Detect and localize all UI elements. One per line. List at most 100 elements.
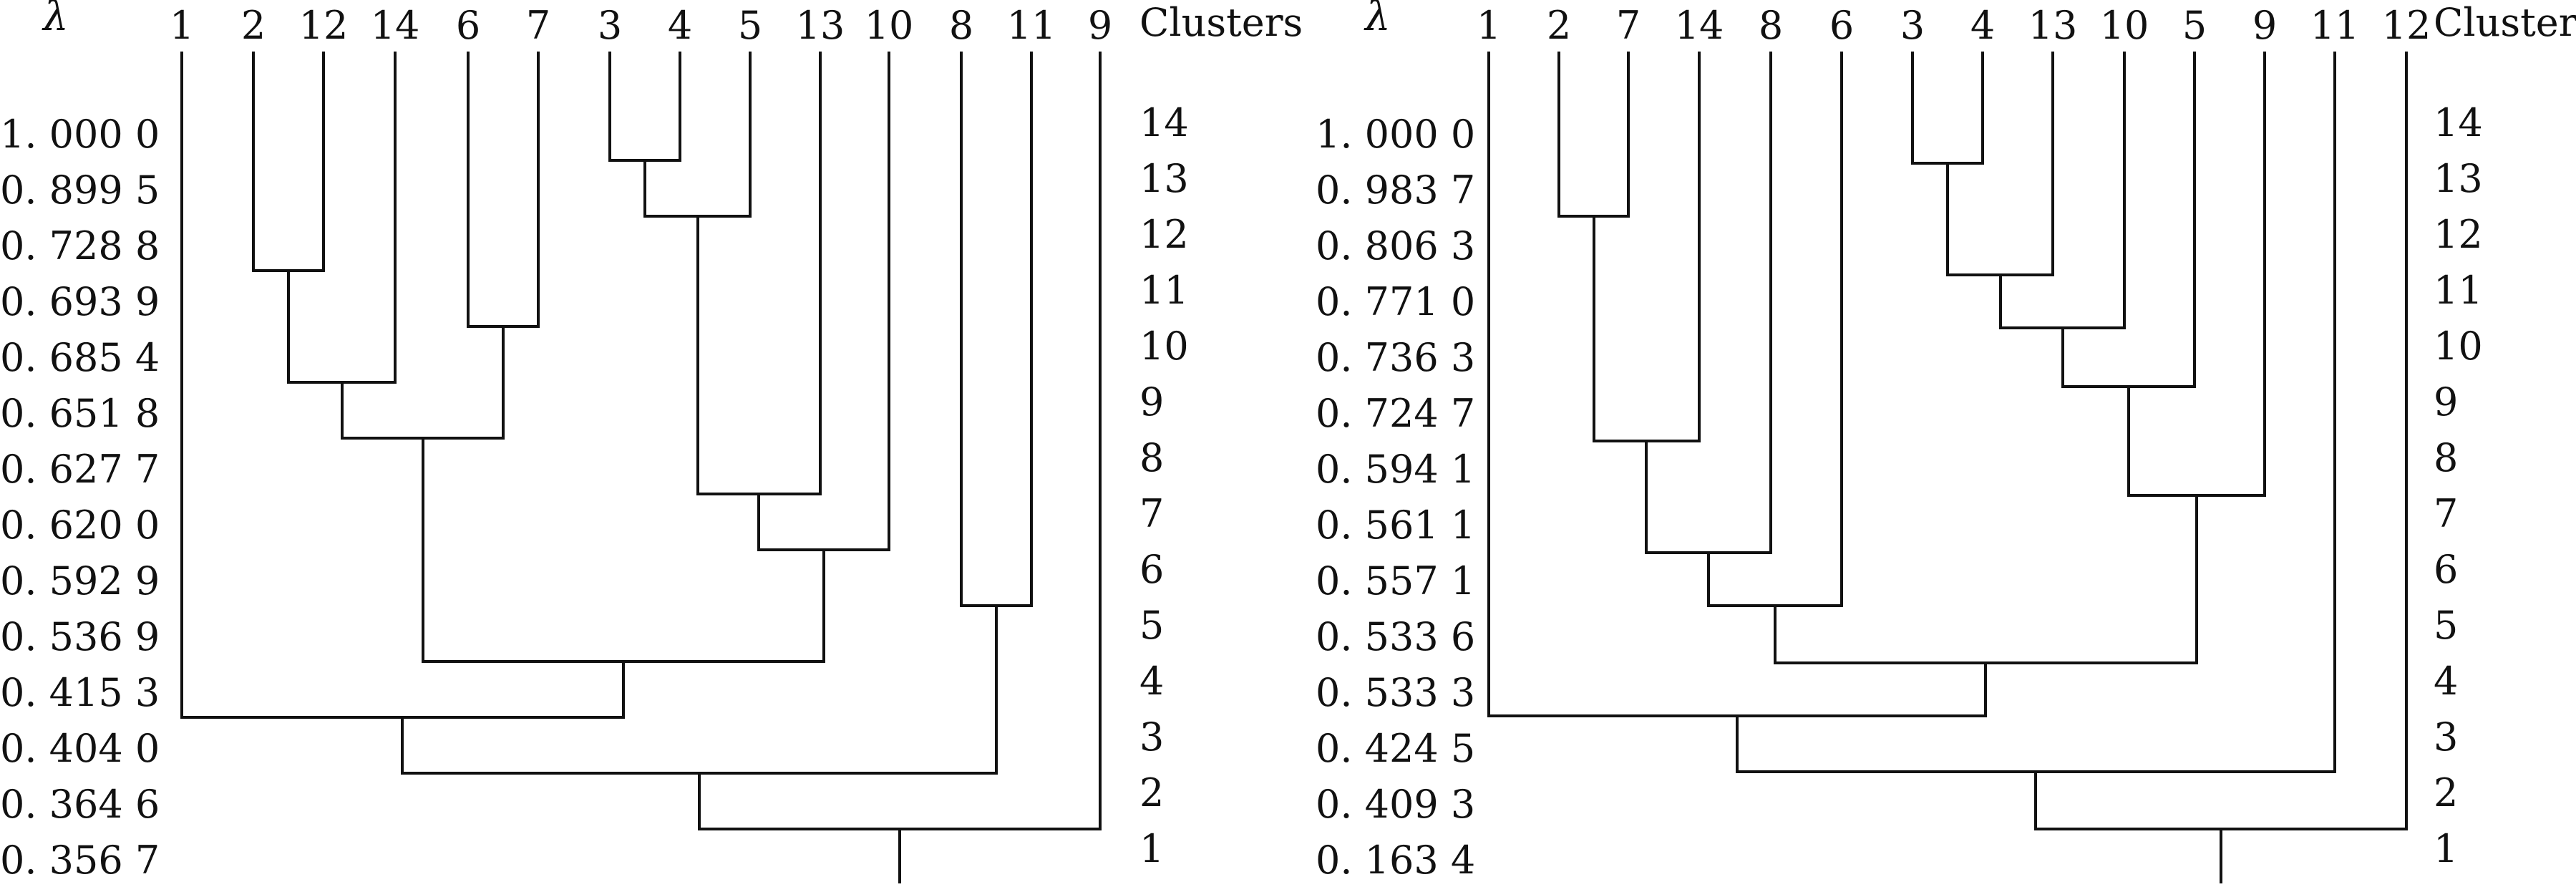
lambda-value: 0. 627 7 <box>0 447 160 492</box>
dendrogram-link <box>2127 52 2266 497</box>
dendrogram-link <box>1487 52 1987 717</box>
clusters-header: Clusters <box>2434 0 2576 45</box>
leaf-label: 5 <box>738 3 762 48</box>
dendrogram-link <box>180 52 625 719</box>
cluster-counts: 14 13 12 11 10 9 8 7 6 5 4 3 2 1 <box>1139 100 1189 871</box>
lambda-value: 0. 693 9 <box>0 279 160 324</box>
clusters-header: Clusters <box>1139 0 1303 45</box>
cluster-count: 5 <box>1139 603 1164 648</box>
cluster-count: 3 <box>2434 714 2458 760</box>
lambda-value: 0. 163 4 <box>1316 838 1475 883</box>
lambda-value: 0. 415 3 <box>0 670 160 715</box>
lambda-value: 0. 728 8 <box>0 223 160 268</box>
dendrogram-link <box>696 52 822 495</box>
cluster-count: 7 <box>2434 491 2458 536</box>
dendrogram-link <box>252 52 325 272</box>
lambda-value: 0. 561 1 <box>1316 503 1475 548</box>
dendrogram-link <box>2034 52 2408 830</box>
lambda-value: 0. 536 9 <box>0 614 160 659</box>
dendrogram-link <box>757 52 890 551</box>
leaf-label: 14 <box>371 3 420 48</box>
dendrogram-right: λ Clusters 1 2 7 14 8 6 3 4 13 10 5 9 11… <box>1316 0 2576 883</box>
lambda-value: 0. 620 0 <box>0 503 160 548</box>
lambda-value: 0. 736 3 <box>1316 335 1475 380</box>
lambda-value: 0. 594 1 <box>1316 447 1475 492</box>
cluster-count: 8 <box>1139 435 1164 480</box>
leaf-label: 1 <box>1477 3 1501 48</box>
leaf-label: 13 <box>2028 3 2078 48</box>
leaf-label: 6 <box>1829 3 1854 48</box>
cluster-count: 2 <box>1139 770 1164 815</box>
dendrogram-link <box>1774 494 2198 664</box>
cluster-count: 12 <box>2434 212 2483 257</box>
lambda-value: 0. 806 3 <box>1316 223 1475 268</box>
cluster-count: 12 <box>1139 212 1189 257</box>
leaf-label: 8 <box>1759 3 1783 48</box>
lambda-value: 0. 592 9 <box>0 558 160 604</box>
dendrogram-link <box>608 52 681 162</box>
cluster-count: 1 <box>1139 826 1164 871</box>
leaf-label: 12 <box>2382 3 2431 48</box>
leaf-labels: 1 2 12 14 6 7 3 4 5 13 10 8 11 9 <box>170 3 1112 48</box>
dendrogram-link <box>2061 52 2196 388</box>
lambda-value: 0. 685 4 <box>0 335 160 380</box>
lambda-value: 0. 356 7 <box>0 838 160 883</box>
dendrogram-link <box>643 52 752 218</box>
dendrogram-link <box>1999 52 2126 329</box>
leaf-label: 2 <box>1547 3 1571 48</box>
dendrogram-link <box>1557 52 1630 218</box>
dendrogram-link <box>960 52 1033 607</box>
leaf-label: 12 <box>299 3 349 48</box>
lambda-value: 0. 899 5 <box>0 168 160 213</box>
lambda-value: 0. 409 3 <box>1316 782 1475 827</box>
leaf-label: 11 <box>2310 3 2360 48</box>
cluster-count: 11 <box>1139 268 1189 313</box>
leaf-label: 10 <box>865 3 914 48</box>
cluster-count: 13 <box>1139 156 1189 201</box>
cluster-count: 2 <box>2434 770 2458 815</box>
cluster-count: 4 <box>1139 659 1164 704</box>
cluster-count: 8 <box>2434 435 2458 480</box>
lambda-value: 0. 364 6 <box>0 782 160 827</box>
cluster-counts: 14 13 12 11 10 9 8 7 6 5 4 3 2 1 <box>2434 100 2483 871</box>
lambda-header: λ <box>1364 0 1391 40</box>
dendrogram-link <box>287 52 397 384</box>
dendrogram-links <box>1487 52 2408 883</box>
leaf-label: 5 <box>2182 3 2207 48</box>
leaf-label: 8 <box>949 3 973 48</box>
lambda-values: 1. 000 0 0. 983 7 0. 806 3 0. 771 0 0. 7… <box>1316 112 1475 883</box>
leaf-label: 11 <box>1007 3 1056 48</box>
dendrogram-link <box>1593 52 1701 442</box>
leaf-labels: 1 2 7 14 8 6 3 4 13 10 5 9 11 12 <box>1477 3 2431 48</box>
cluster-count: 7 <box>1139 491 1164 536</box>
cluster-count: 3 <box>1139 714 1164 760</box>
lambda-values: 1. 000 0 0. 899 5 0. 728 8 0. 693 9 0. 6… <box>0 112 160 883</box>
leaf-label: 6 <box>456 3 480 48</box>
dendrogram-link <box>1911 52 1984 165</box>
leaf-label: 9 <box>2252 3 2277 48</box>
leaf-label: 1 <box>170 3 194 48</box>
lambda-value: 0. 533 3 <box>1316 670 1475 715</box>
leaf-label: 9 <box>1088 3 1112 48</box>
leaf-label: 3 <box>1900 3 1925 48</box>
lambda-value: 1. 000 0 <box>1316 112 1475 157</box>
cluster-count: 1 <box>2434 826 2458 871</box>
lambda-value: 0. 557 1 <box>1316 558 1475 604</box>
lambda-value: 0. 724 7 <box>1316 391 1475 436</box>
dendrogram-link <box>1645 52 1772 554</box>
lambda-value: 0. 651 8 <box>0 391 160 436</box>
cluster-count: 9 <box>2434 379 2458 425</box>
dendrogram-link <box>467 52 540 328</box>
cluster-count: 6 <box>1139 547 1164 592</box>
cluster-count: 10 <box>2434 324 2483 369</box>
lambda-header: λ <box>42 0 69 40</box>
leaf-label: 4 <box>668 3 692 48</box>
cluster-count: 14 <box>1139 100 1189 145</box>
leaf-label: 4 <box>1970 3 1995 48</box>
leaf-label: 2 <box>241 3 266 48</box>
lambda-value: 1. 000 0 <box>0 112 160 157</box>
dendrogram-link <box>1707 52 1843 607</box>
leaf-label: 13 <box>796 3 845 48</box>
cluster-count: 6 <box>2434 547 2458 592</box>
